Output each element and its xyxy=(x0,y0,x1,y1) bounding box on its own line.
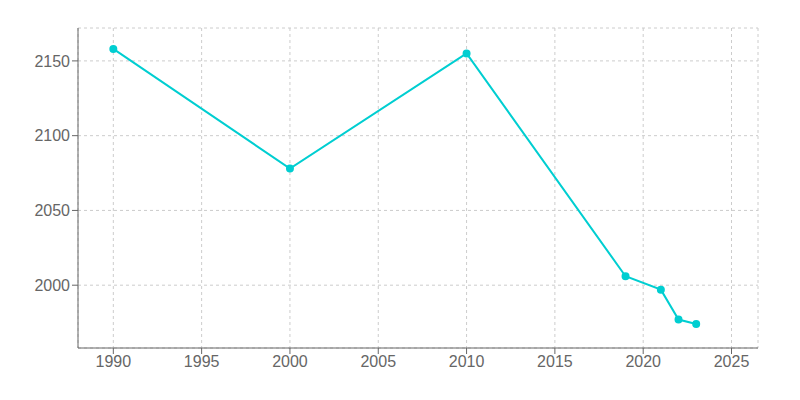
svg-text:2100: 2100 xyxy=(34,127,70,144)
svg-text:1995: 1995 xyxy=(184,353,220,370)
svg-text:2050: 2050 xyxy=(34,202,70,219)
svg-text:2025: 2025 xyxy=(714,353,750,370)
svg-text:2150: 2150 xyxy=(34,53,70,70)
svg-text:2005: 2005 xyxy=(360,353,396,370)
svg-text:2020: 2020 xyxy=(625,353,661,370)
svg-text:2015: 2015 xyxy=(537,353,573,370)
svg-text:2010: 2010 xyxy=(449,353,485,370)
svg-text:1990: 1990 xyxy=(96,353,132,370)
svg-text:2000: 2000 xyxy=(272,353,308,370)
svg-text:2000: 2000 xyxy=(34,277,70,294)
